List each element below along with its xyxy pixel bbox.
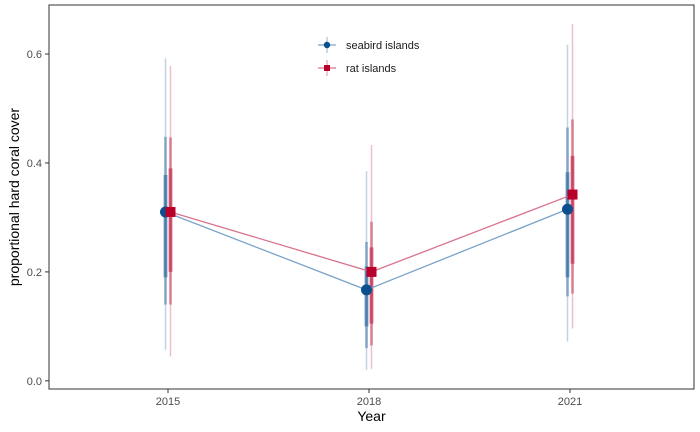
rat-islands-point-2021 xyxy=(567,189,578,200)
y-axis: 0.0 0.2 0.4 0.6 xyxy=(27,49,49,388)
x-tick-label-2015: 2015 xyxy=(156,396,180,408)
x-tick-label-2018: 2018 xyxy=(357,396,381,408)
y-tick-label-0.2: 0.2 xyxy=(27,267,42,279)
y-tick-label-0.4: 0.4 xyxy=(27,158,42,170)
legend-rat-islands-label: rat islands xyxy=(346,63,397,75)
x-axis-title: Year xyxy=(357,408,386,424)
x-tick-label-2021: 2021 xyxy=(558,396,582,408)
plot-panel xyxy=(48,4,695,390)
rat-islands-point-2018 xyxy=(366,266,377,277)
legend-seabird-islands-label: seabird islands xyxy=(346,40,420,52)
series-markers xyxy=(160,189,578,296)
y-tick-label-0.6: 0.6 xyxy=(27,49,42,61)
seabird-islands-point-2021 xyxy=(562,203,573,215)
legend-rat-islands-marker xyxy=(324,65,330,71)
legend-seabird-islands-marker xyxy=(323,41,331,49)
rat-islands-point-2015 xyxy=(165,206,176,217)
seabird-islands-point-2018 xyxy=(361,284,372,296)
x-axis: 2015 2018 2021 xyxy=(156,389,582,408)
y-tick-label-0.0: 0.0 xyxy=(27,376,42,388)
y-axis-title: proportional hard coral cover xyxy=(6,108,22,287)
legend: seabird islands rat islands xyxy=(318,37,420,76)
